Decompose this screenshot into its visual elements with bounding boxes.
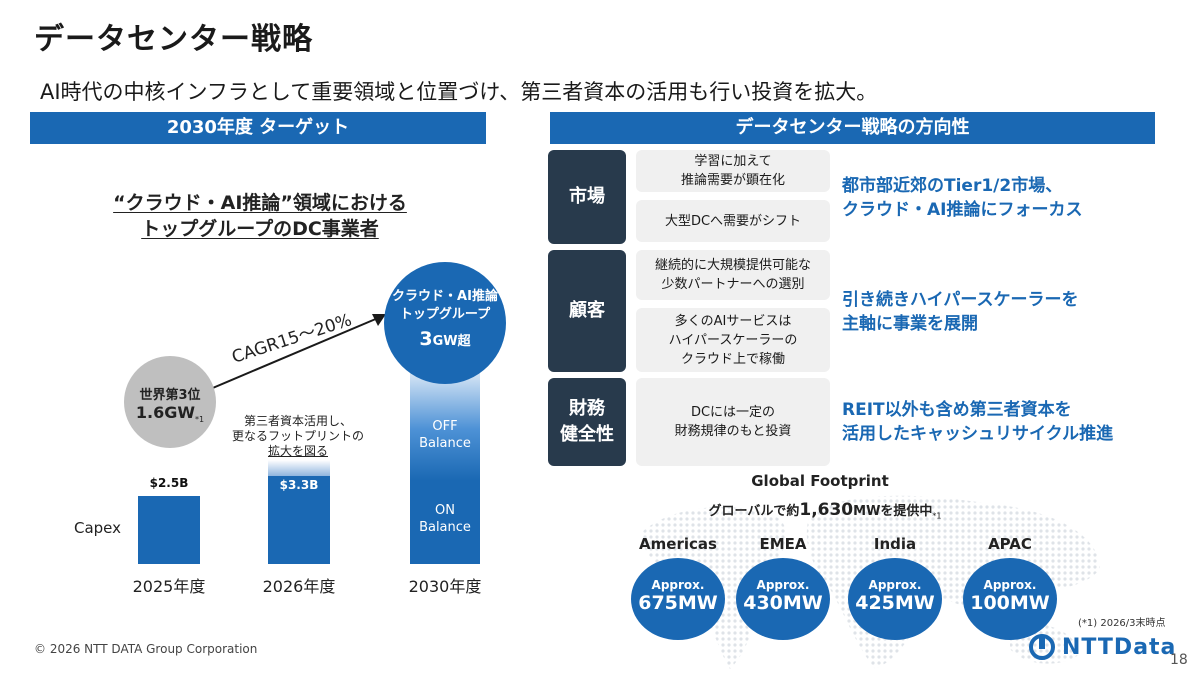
capex-label: Capex xyxy=(74,519,122,537)
customer-strategy: 引き続きハイパースケーラーを 主軸に事業を展開 xyxy=(842,290,1079,334)
region-emea-label: EMEA xyxy=(759,535,807,553)
market-point-1: 学習に加えて 推論需要が顕在化 xyxy=(636,150,830,192)
category-market: 市場 xyxy=(548,150,626,244)
region-americas-value: 675MW xyxy=(638,592,718,614)
strategy-header: データセンター戦略の方向性 xyxy=(550,112,1155,144)
region-emea-approx: Approx. xyxy=(756,578,810,592)
footprint-expansion-note: 第三者資本活用し、 更なるフットプリントの 拡大を図る xyxy=(228,414,368,459)
market-point-2: 大型DCへ需要がシフト xyxy=(636,200,830,242)
region-india-circle: Approx. 425MW xyxy=(848,558,942,640)
target-capacity-unit: GW超 xyxy=(432,334,471,349)
ntt-logo-icon xyxy=(1029,634,1055,660)
target-capacity-value: 3 xyxy=(419,328,433,350)
target-header: 2030年度 ターゲット xyxy=(30,112,486,144)
capex-bar-2026 xyxy=(268,476,330,564)
target-circle: クラウド・AI推論 トップグループ 3GW超 xyxy=(384,262,506,384)
region-apac-label: APAC xyxy=(988,535,1032,553)
category-finance-label: 財務 健全性 xyxy=(560,398,614,445)
capex-bar-2025 xyxy=(138,496,200,564)
footnote: (*1) 2026/3末時点 xyxy=(1078,618,1166,629)
customer-point-2: 多くのAIサービスは ハイパースケーラーの クラウド上で稼働 xyxy=(636,308,830,372)
note-line2: 更なるフットプリントの xyxy=(231,429,364,443)
capex-value-2025: $2.5B xyxy=(149,476,189,490)
category-customer-label: 顧客 xyxy=(569,300,605,321)
region-india-approx: Approx. xyxy=(868,578,922,592)
region-americas-circle: Approx. 675MW xyxy=(631,558,725,640)
current-capacity-note: *1 xyxy=(195,415,205,425)
footprint-total: グローバルで約1,630MWを提供中*1 xyxy=(670,500,980,521)
page-number: 18 xyxy=(1170,652,1188,668)
region-emea-circle: Approx. 430MW xyxy=(736,558,830,640)
region-apac-circle: Approx. 100MW xyxy=(963,558,1057,640)
finance-point-1: DCには一定の 財務規律のもと投資 xyxy=(636,378,830,466)
year-label-2026: 2026年度 xyxy=(262,577,336,596)
category-finance: 財務 健全性 xyxy=(548,378,626,466)
footprint-total-note: *1 xyxy=(932,511,942,521)
target-circle-line2: トップグループ xyxy=(399,307,491,322)
market-strategy: 都市部近郊のTier1/2市場、 クラウド・AI推論にフォーカス xyxy=(842,176,1083,220)
target-circle-line1: クラウド・AI推論 xyxy=(392,289,498,304)
region-apac-value: 100MW xyxy=(970,592,1050,614)
region-india-label: India xyxy=(873,535,917,553)
region-india-value: 425MW xyxy=(855,592,935,614)
customer-point-2-text: 多くのAIサービスは ハイパースケーラーの クラウド上で稼働 xyxy=(668,313,798,367)
current-rank-circle: 世界第3位 1.6GW*1 xyxy=(124,356,216,448)
footprint-total-suffix: MWを提供中 xyxy=(853,504,933,519)
category-customer: 顧客 xyxy=(548,250,626,372)
region-emea-value: 430MW xyxy=(743,592,823,614)
note-line3: 拡大を図る xyxy=(267,444,328,458)
customer-point-1: 継続的に大規模提供可能な 少数パートナーへの選別 xyxy=(636,250,830,300)
copyright: © 2026 NTT DATA Group Corporation xyxy=(34,642,258,656)
on-balance-label: ON Balance xyxy=(419,503,471,535)
customer-point-1-text: 継続的に大規模提供可能な 少数パートナーへの選別 xyxy=(654,258,811,292)
finance-strategy: REIT以外も含め第三者資本を 活用したキャッシュリサイクル推進 xyxy=(842,400,1114,444)
target-heading-line2: トップグループのDC事業者 xyxy=(141,218,379,240)
growth-arrow-icon xyxy=(207,314,386,391)
footprint-title: Global Footprint xyxy=(751,472,889,490)
off-balance-label: OFF Balance xyxy=(419,419,471,451)
logo-text: NTTData xyxy=(1062,634,1177,660)
target-heading-line1: “クラウド・AI推論”領域における xyxy=(113,192,407,214)
market-point-1-text: 学習に加えて 推論需要が顕在化 xyxy=(680,154,785,188)
market-point-2-text: 大型DCへ需要がシフト xyxy=(664,213,802,229)
region-americas-label: Americas xyxy=(639,535,717,553)
capex-bar-2026-extension xyxy=(268,460,330,476)
capex-value-2026: $3.3B xyxy=(279,478,319,492)
page-title: データセンター戦略 xyxy=(34,22,313,57)
year-label-2025: 2025年度 xyxy=(132,577,206,596)
capex-bar-2030 xyxy=(410,356,480,564)
region-americas-approx: Approx. xyxy=(651,578,705,592)
year-label-2030: 2030年度 xyxy=(408,577,482,596)
ntt-data-logo: NTTData xyxy=(1028,633,1176,661)
page-subtitle: AI時代の中核インフラとして重要領域と位置づけ、第三者資本の活用も行い投資を拡大… xyxy=(40,80,878,104)
footprint-total-prefix: グローバルで約 xyxy=(708,504,800,519)
current-capacity: 1.6GW xyxy=(135,403,196,422)
note-line1: 第三者資本活用し、 xyxy=(243,414,352,428)
target-heading: “クラウド・AI推論”領域における トップグループのDC事業者 xyxy=(60,190,460,242)
region-apac-approx: Approx. xyxy=(983,578,1037,592)
footprint-total-value: 1,630 xyxy=(799,500,854,520)
category-market-label: 市場 xyxy=(569,186,605,207)
finance-point-1-text: DCには一定の 財務規律のもと投資 xyxy=(674,405,792,439)
current-rank-text: 世界第3位 xyxy=(139,388,201,403)
